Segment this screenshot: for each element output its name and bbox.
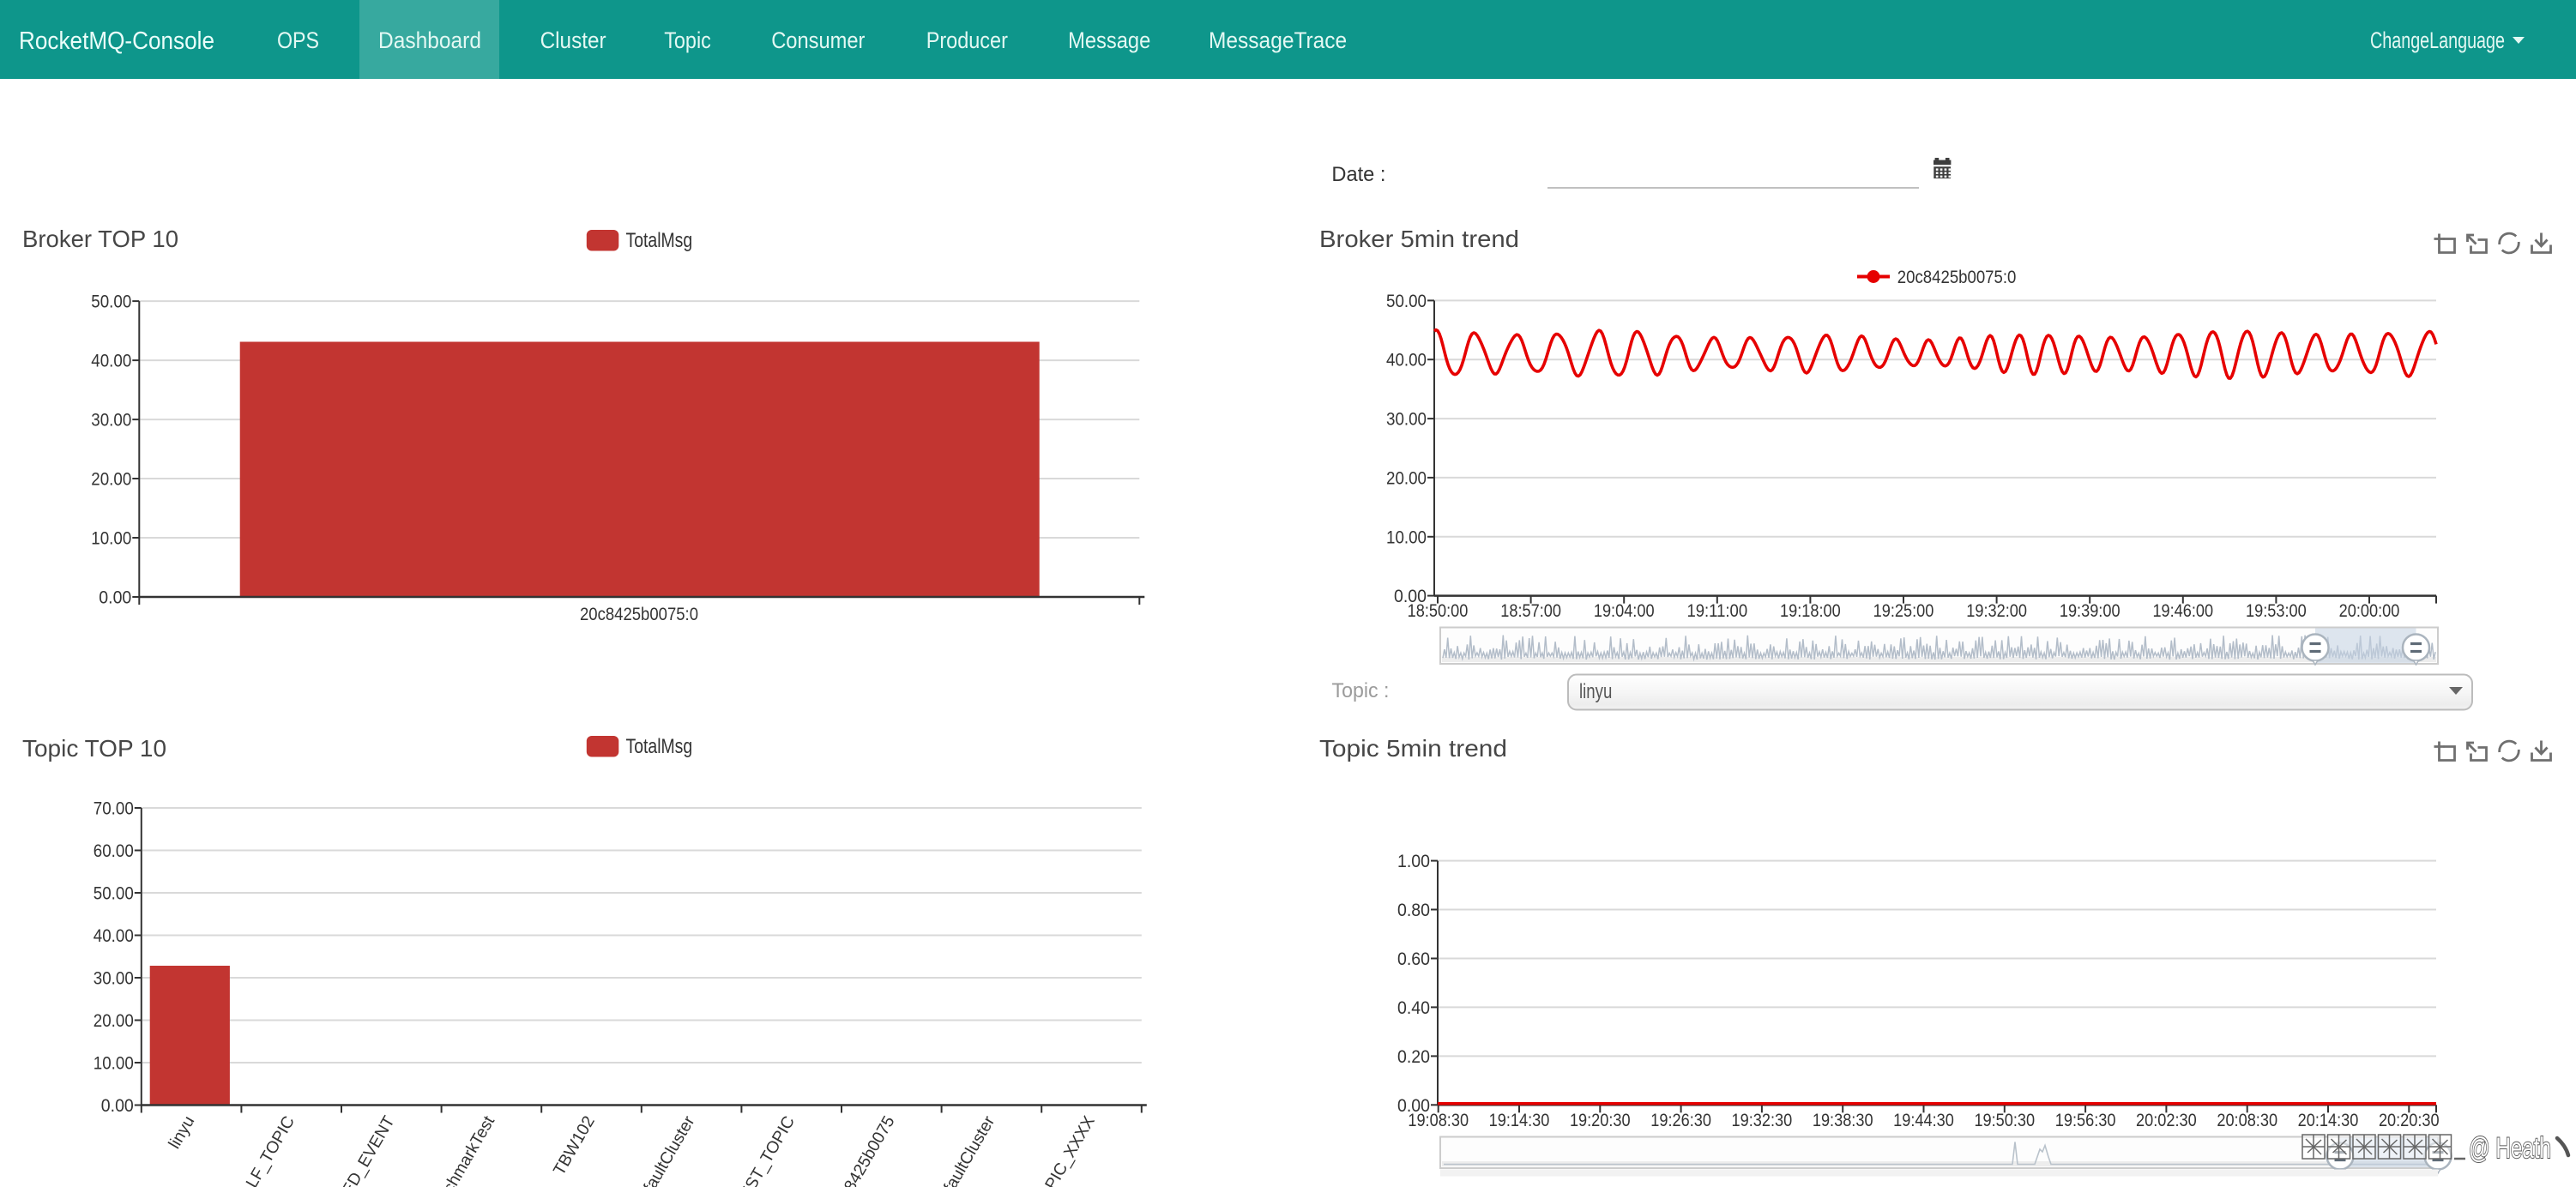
svg-text:RocketMQ-Console: RocketMQ-Console: [19, 27, 214, 55]
svg-text:0.00: 0.00: [99, 588, 131, 608]
svg-text:linyu: linyu: [1579, 680, 1612, 703]
svg-text:50.00: 50.00: [1386, 292, 1427, 311]
svg-text:20.00: 20.00: [1386, 468, 1427, 488]
svg-text:20:20:30: 20:20:30: [2379, 1111, 2440, 1130]
svg-text:Cluster: Cluster: [540, 27, 606, 53]
svg-text:1.00: 1.00: [1397, 852, 1430, 871]
svg-text:Date :: Date :: [1331, 163, 1385, 186]
svg-text:19:04:00: 19:04:00: [1594, 601, 1655, 621]
svg-text:SELF_TEST_TOPIC: SELF_TEST_TOPIC: [705, 1113, 799, 1187]
svg-text:50.00: 50.00: [94, 884, 134, 904]
svg-text:Topic: Topic: [664, 27, 711, 53]
svg-text:DELAYED_EVENT: DELAYED_EVENT: [311, 1112, 399, 1187]
svg-text:19:39:00: 19:39:00: [2060, 601, 2121, 621]
svg-text:Broker TOP 10: Broker TOP 10: [22, 226, 178, 252]
svg-text:Topic :: Topic :: [1332, 679, 1390, 702]
svg-text:@ Heath: @ Heath: [2469, 1132, 2551, 1165]
svg-text:30.00: 30.00: [1386, 410, 1427, 430]
svg-text:10.00: 10.00: [1386, 527, 1427, 547]
svg-text:19:11:00: 19:11:00: [1686, 601, 1747, 621]
svg-text:19:46:00: 19:46:00: [2152, 601, 2213, 621]
svg-text:20c8425b0075: 20c8425b0075: [827, 1112, 899, 1187]
svg-text:20.00: 20.00: [91, 470, 131, 490]
svg-text:19:32:30: 19:32:30: [1732, 1111, 1793, 1130]
svg-text:10.00: 10.00: [91, 529, 131, 549]
svg-text:19:56:30: 19:56:30: [2055, 1111, 2116, 1130]
svg-text:19:08:30: 19:08:30: [1408, 1111, 1469, 1130]
svg-text:40.00: 40.00: [94, 926, 134, 946]
svg-text:30.00: 30.00: [94, 969, 134, 989]
svg-text:Broker 5min trend: Broker 5min trend: [1319, 226, 1519, 252]
svg-text:0.00: 0.00: [101, 1096, 134, 1116]
svg-text:DefaultCluster: DefaultCluster: [630, 1112, 699, 1187]
svg-text:0.00: 0.00: [1397, 1096, 1430, 1116]
svg-text:18:50:00: 18:50:00: [1408, 601, 1469, 621]
svg-text:20.00: 20.00: [94, 1011, 134, 1031]
svg-text:20:08:30: 20:08:30: [2217, 1111, 2277, 1130]
svg-text:Topic 5min trend: Topic 5min trend: [1319, 735, 1507, 762]
svg-text:18:57:00: 18:57:00: [1500, 601, 1561, 621]
svg-text:Topic TOP 10: Topic TOP 10: [22, 735, 166, 762]
svg-text:TotalMsg: TotalMsg: [626, 735, 693, 758]
svg-text:10.00: 10.00: [94, 1054, 134, 1074]
svg-text:60.00: 60.00: [94, 841, 134, 861]
svg-text:Consumer: Consumer: [771, 27, 865, 53]
svg-text:30.00: 30.00: [91, 411, 131, 431]
svg-text:20:14:30: 20:14:30: [2298, 1111, 2359, 1130]
svg-text:0.00: 0.00: [1394, 587, 1427, 606]
svg-text:19:18:00: 19:18:00: [1780, 601, 1841, 621]
svg-text:0.20: 0.20: [1397, 1047, 1430, 1067]
svg-text:0.40: 0.40: [1397, 998, 1430, 1018]
svg-text:DefaultCluster: DefaultCluster: [929, 1112, 998, 1187]
svg-text:19:32:00: 19:32:00: [1966, 601, 2027, 621]
svg-text:40.00: 40.00: [1386, 351, 1427, 371]
svg-text:19:50:30: 19:50:30: [1974, 1111, 2035, 1130]
svg-text:Message: Message: [1068, 27, 1150, 53]
svg-text:TOPIC_XXXX: TOPIC_XXXX: [1030, 1113, 1099, 1187]
svg-text:TotalMsg: TotalMsg: [626, 229, 693, 252]
svg-text:20c8425b0075:0: 20c8425b0075:0: [1897, 268, 2017, 287]
svg-text:0.80: 0.80: [1397, 901, 1430, 920]
svg-text:ChangeLanguage: ChangeLanguage: [2370, 27, 2505, 53]
svg-text:20c8425b0075:0: 20c8425b0075:0: [580, 605, 698, 624]
svg-text:TBW102: TBW102: [550, 1113, 599, 1179]
svg-text:19:44:30: 19:44:30: [1893, 1111, 1954, 1130]
svg-text:BenchmarkTest: BenchmarkTest: [425, 1112, 499, 1187]
svg-text:Producer: Producer: [926, 27, 1008, 53]
svg-text:70.00: 70.00: [94, 799, 134, 819]
svg-text:50.00: 50.00: [91, 292, 131, 312]
svg-text:19:25:00: 19:25:00: [1873, 601, 1934, 621]
svg-text:MessageTrace: MessageTrace: [1209, 27, 1347, 53]
svg-text:Dashboard: Dashboard: [378, 27, 481, 53]
svg-text:19:53:00: 19:53:00: [2246, 601, 2307, 621]
svg-text:19:20:30: 19:20:30: [1570, 1111, 1631, 1130]
svg-text:20:02:30: 20:02:30: [2136, 1111, 2197, 1130]
svg-text:40.00: 40.00: [91, 352, 131, 371]
svg-text:20:00:00: 20:00:00: [2339, 601, 2400, 621]
svg-text:RMQ_SYS_TRANS_HALF_TOPIC: RMQ_SYS_TRANS_HALF_TOPIC: [152, 1113, 299, 1187]
svg-text:linyu: linyu: [165, 1113, 198, 1153]
svg-text:19:26:30: 19:26:30: [1650, 1111, 1711, 1130]
svg-text:0.60: 0.60: [1397, 949, 1430, 969]
svg-text:19:14:30: 19:14:30: [1489, 1111, 1550, 1130]
svg-text:19:38:30: 19:38:30: [1813, 1111, 1873, 1130]
svg-text:OPS: OPS: [277, 27, 319, 53]
